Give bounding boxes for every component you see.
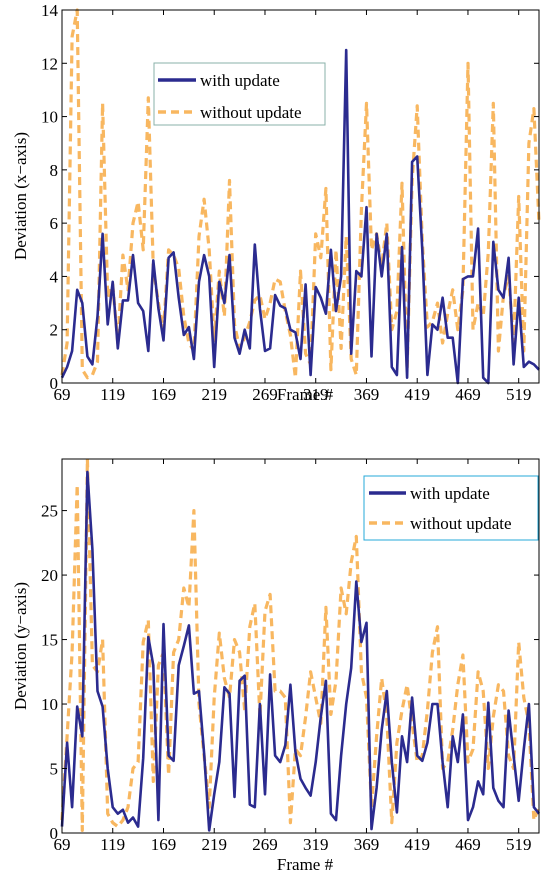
plot-frame xyxy=(61,458,540,834)
x-tick-label: 169 xyxy=(151,835,177,854)
plot-frame xyxy=(61,9,540,384)
y-tick-label: 20 xyxy=(41,566,58,585)
x-tick-label: 219 xyxy=(201,385,227,404)
x-tick-label: 469 xyxy=(455,385,481,404)
legend: with update without update xyxy=(153,62,326,126)
y-tick-label: 25 xyxy=(41,502,58,521)
y-tick-label: 10 xyxy=(41,108,58,127)
x-tick-label: 419 xyxy=(404,835,430,854)
legend-label-without-update: without update xyxy=(410,514,512,533)
x-tick-label: 319 xyxy=(303,385,329,404)
legend-label-without-update: without update xyxy=(200,103,302,122)
x-tick-label: 519 xyxy=(506,835,532,854)
legend-label-with-update: with update xyxy=(200,71,280,90)
x-tick-label: 69 xyxy=(54,835,71,854)
x-tick-label: 369 xyxy=(354,385,380,404)
y-tick-label: 6 xyxy=(50,214,59,233)
y-tick-label: 8 xyxy=(50,161,59,180)
x-tick-label: 319 xyxy=(303,835,329,854)
series-line-with-update xyxy=(60,470,541,832)
x-tick-label: 169 xyxy=(151,385,177,404)
x-tick-label: 269 xyxy=(252,835,278,854)
y-tick-label: 0 xyxy=(50,824,59,843)
x-axis-label: Frame # xyxy=(277,385,334,404)
x-tick-label: 419 xyxy=(404,385,430,404)
x-tick-label: 119 xyxy=(100,385,125,404)
series-line-with-update xyxy=(60,48,540,385)
legend-label-with-update: with update xyxy=(410,484,490,503)
x-tick-label: 69 xyxy=(54,385,71,404)
y-tick-label: 10 xyxy=(41,695,58,714)
y-tick-label: 2 xyxy=(50,321,59,340)
y-tick-label: 4 xyxy=(50,267,59,286)
legend-box xyxy=(153,62,326,126)
y-axis-label: Deviation (y−axis) xyxy=(11,582,30,710)
legend: with update without update xyxy=(363,475,539,541)
y-tick-label: 0 xyxy=(50,374,59,393)
plot-y-axis-deviation: 69 119 169 219 269 319 369 419 469 5190510152025 … xyxy=(11,457,541,874)
x-tick-label: 369 xyxy=(354,835,380,854)
y-tick-label: 5 xyxy=(50,760,59,779)
x-tick-label: 269 xyxy=(252,385,278,404)
series-line-without-update xyxy=(60,8,541,380)
x-tick-label: 119 xyxy=(100,835,125,854)
x-tick-label: 519 xyxy=(506,385,532,404)
y-tick-label: 15 xyxy=(41,631,58,650)
series-line-without-update xyxy=(60,457,541,833)
y-axis-label: Deviation (x−axis) xyxy=(11,132,30,260)
x-tick-label: 219 xyxy=(201,835,227,854)
y-tick-label: 14 xyxy=(41,1,59,20)
y-tick-label: 12 xyxy=(41,54,58,73)
x-tick-label: 469 xyxy=(455,835,481,854)
x-axis-label: Frame # xyxy=(277,855,334,874)
plot-x-axis-deviation: 69 119 169 219 269 319 369 419 469 519 0 2 4 6 8 10 12 14… xyxy=(11,1,541,404)
legend-box xyxy=(363,475,539,541)
